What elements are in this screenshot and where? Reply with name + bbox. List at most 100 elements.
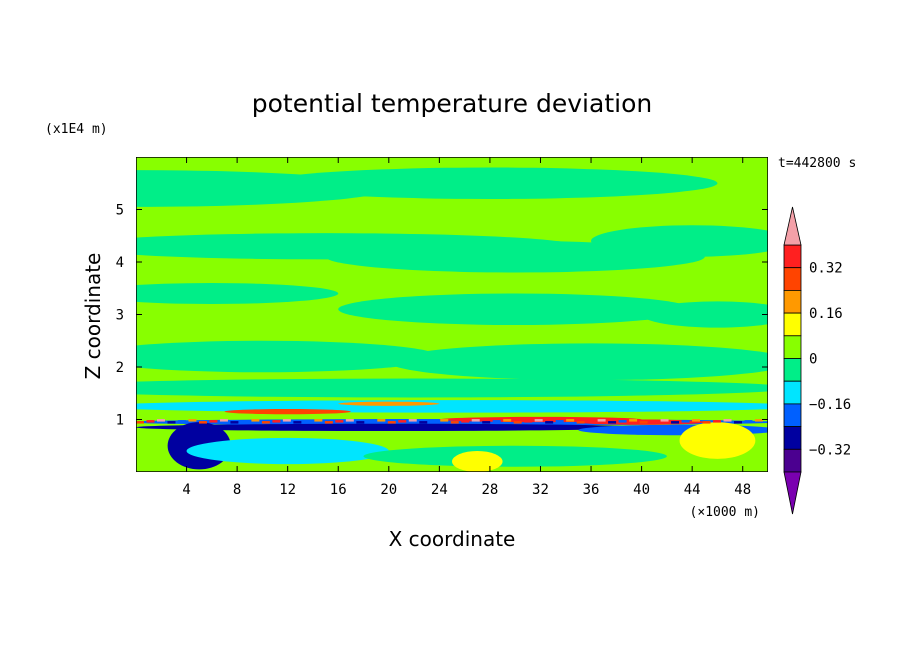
y-tick-label: 3 xyxy=(116,308,124,324)
contour-band xyxy=(136,421,144,424)
x-tick-label: 8 xyxy=(233,482,241,498)
contour-band xyxy=(419,421,428,424)
contour-band xyxy=(272,420,281,423)
colorbar-box xyxy=(783,312,802,337)
contour-region xyxy=(338,293,693,325)
contour-band xyxy=(198,421,207,424)
colorbar-extend-top xyxy=(783,206,802,246)
x-axis: 4 8 12 16 20 24 28 32 36 40 44 48 xyxy=(182,157,751,498)
colorbar-label: −0.16 xyxy=(809,397,851,413)
contour-band xyxy=(629,419,638,422)
y-tick-label: 1 xyxy=(116,413,124,429)
colorbar-box xyxy=(783,380,802,405)
contour-band xyxy=(576,421,585,424)
contour-region xyxy=(136,378,768,398)
contour-band xyxy=(692,419,701,422)
x-tick-label: 32 xyxy=(532,482,549,498)
x-tick-label: 40 xyxy=(633,482,650,498)
contour-band xyxy=(681,420,690,423)
contour-band xyxy=(146,420,155,423)
contour-band xyxy=(303,420,312,423)
y-tick-label: 5 xyxy=(116,203,124,219)
colorbar-label: −0.32 xyxy=(809,442,851,458)
contour-band xyxy=(618,420,627,423)
contour-band xyxy=(555,420,564,423)
contour-band xyxy=(188,419,197,422)
y-axis-label: Z coordinate xyxy=(81,253,105,380)
colorbar-box xyxy=(783,289,802,314)
contour-band xyxy=(230,421,239,424)
contour-band xyxy=(177,420,186,423)
time-label: t=442800 s xyxy=(778,156,856,171)
contour-region xyxy=(591,225,768,257)
colorbar-box xyxy=(783,448,802,473)
contour-band xyxy=(167,421,176,424)
colorbar-box xyxy=(783,335,802,359)
contour-band xyxy=(482,421,491,424)
contour-band xyxy=(408,419,417,422)
colorbar-box xyxy=(783,358,802,382)
contour-region xyxy=(186,437,389,465)
contour-band xyxy=(471,419,480,422)
x-unit-label: (×1000 m) xyxy=(690,505,760,520)
contour-band xyxy=(702,421,711,424)
y-axis: 1 2 3 4 5 xyxy=(116,203,768,429)
contour-band xyxy=(608,421,617,424)
contour-band xyxy=(356,421,365,424)
colorbar-label: 0 xyxy=(809,352,817,368)
contour-region xyxy=(136,340,440,373)
contour-band xyxy=(335,420,344,423)
contour-band xyxy=(534,419,543,422)
x-tick-label: 20 xyxy=(380,482,397,498)
contour-band xyxy=(282,419,291,422)
contour-band xyxy=(513,421,522,424)
plot-field xyxy=(136,157,768,472)
contour-region xyxy=(641,301,768,328)
colorbar-extend-bottom xyxy=(783,471,802,515)
x-axis-label: X coordinate xyxy=(389,527,516,551)
contour-band xyxy=(324,421,333,424)
contour-band xyxy=(240,420,249,423)
contour-region xyxy=(262,167,718,199)
contour-band xyxy=(377,419,386,422)
contour-band xyxy=(345,419,354,422)
x-tick-label: 4 xyxy=(182,482,190,498)
contour-region xyxy=(679,422,756,459)
x-tick-label: 44 xyxy=(684,482,701,498)
colorbar-label: 0.32 xyxy=(809,261,843,277)
contour-band xyxy=(261,421,270,424)
contour-band xyxy=(713,420,722,423)
colorbar-label: 0.16 xyxy=(809,306,843,322)
contour-band xyxy=(597,419,606,422)
contour-region xyxy=(136,400,768,413)
contour-region xyxy=(338,401,440,406)
colorbar-box xyxy=(783,244,802,269)
contour-band xyxy=(440,419,449,422)
contour-band xyxy=(156,419,165,422)
contour-band xyxy=(503,419,512,422)
contour-region xyxy=(136,423,642,432)
colorbar-box xyxy=(783,426,802,450)
contour-region xyxy=(363,445,667,467)
contour-band xyxy=(524,420,533,423)
x-tick-label: 36 xyxy=(583,482,600,498)
x-tick-label: 48 xyxy=(734,482,751,498)
contour-band xyxy=(723,419,732,422)
contour-band xyxy=(429,420,438,423)
contour-band xyxy=(450,421,459,424)
contour-region xyxy=(452,451,503,472)
contour-region xyxy=(136,283,339,304)
contour-band xyxy=(461,420,470,423)
x-tick-label: 12 xyxy=(279,482,296,498)
contour-band xyxy=(650,420,659,423)
contour-band xyxy=(587,420,596,423)
contour-band xyxy=(639,421,648,424)
contour-band xyxy=(660,419,669,422)
colorbar-box xyxy=(783,403,802,427)
contour-band xyxy=(492,420,501,423)
contour-band xyxy=(754,419,763,422)
contour-band xyxy=(545,421,554,424)
y-tick-label: 2 xyxy=(116,360,124,376)
y-unit-label: (x1E4 m) xyxy=(45,122,108,137)
contour-region xyxy=(388,343,768,381)
